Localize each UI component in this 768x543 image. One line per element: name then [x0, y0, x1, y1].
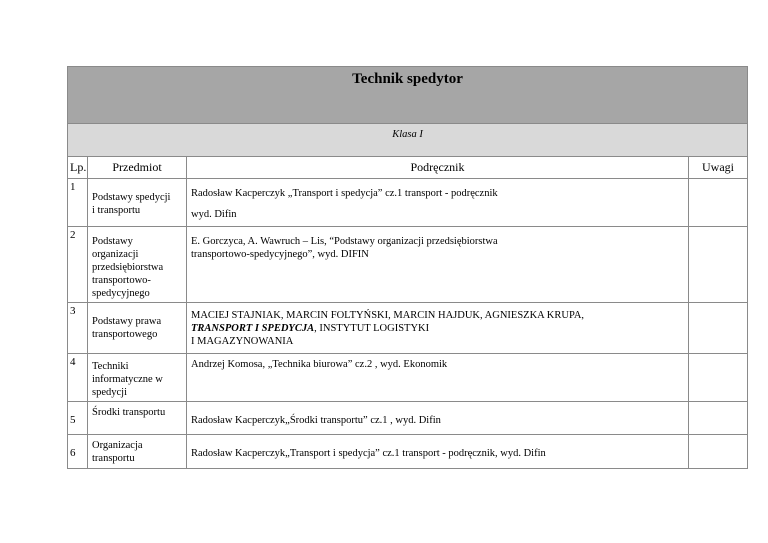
- row-number: 1: [67, 178, 88, 227]
- textbook-publisher: wyd. Difin: [191, 209, 237, 220]
- notes-cell: [687, 434, 749, 469]
- subject-cell: Techniki informatyczne w spedycji: [87, 353, 187, 402]
- subject-cell: Podstawy spedycji i transportu: [87, 178, 187, 227]
- table-row: 4 Techniki informatyczne w spedycji Andr…: [67, 353, 749, 402]
- table-row: 2 Podstawy organizacji przedsiębiorstwa …: [67, 226, 749, 303]
- table-row: 6 Organizacja transportu Radosław Kacper…: [67, 434, 749, 469]
- subject-cell: Podstawy prawa transportowego: [87, 302, 187, 354]
- header-row: Lp. Przedmiot Podręcznik Uwagi: [67, 156, 749, 179]
- table-row: 1 Podstawy spedycji i transportu Radosła…: [67, 178, 749, 227]
- row-number: 3: [67, 302, 88, 354]
- row-number: 2: [67, 226, 88, 303]
- notes-cell: [687, 178, 749, 227]
- textbook-text: Radosław Kacperczyk „Transport i spedycj…: [191, 188, 498, 199]
- textbook-title: TRANSPORT I SPEDYCJA: [191, 323, 315, 334]
- textbook-cell: MACIEJ STAJNIAK, MARCIN FOLTYŃSKI, MARCI…: [186, 302, 689, 354]
- textbook-cell: Radosław Kacperczyk„Środki transportu” c…: [186, 401, 689, 435]
- textbook-cell: Radosław Kacperczyk„Transport i spedycja…: [186, 434, 689, 469]
- table-row: 3 Podstawy prawa transportowego MACIEJ S…: [67, 302, 749, 354]
- header-subject: Przedmiot: [87, 156, 187, 179]
- row-number: 5: [67, 401, 88, 435]
- notes-cell: [687, 353, 749, 402]
- textbook-cell: Andrzej Komosa, „Technika biurowa” cz.2 …: [186, 353, 689, 402]
- table-title: Technik spedytor: [66, 66, 749, 124]
- header-textbook: Podręcznik: [186, 156, 689, 179]
- table-row: 5 Środki transportu Radosław Kacperczyk„…: [67, 401, 749, 435]
- row-number: 6: [67, 434, 88, 469]
- textbook-cell: E. Gorczyca, A. Wawruch – Lis, “Podstawy…: [186, 226, 689, 303]
- textbook-publisher: , INSTYTUT LOGISTYKI I MAGAZYNOWANIA: [191, 323, 430, 347]
- row-number: 4: [67, 353, 88, 402]
- header-notes: Uwagi: [687, 156, 749, 179]
- subject-cell: Środki transportu: [87, 401, 187, 435]
- class-label: Klasa I: [66, 123, 749, 157]
- textbook-authors: MACIEJ STAJNIAK, MARCIN FOLTYŃSKI, MARCI…: [191, 310, 585, 321]
- textbook-table: Technik spedytor Klasa I Lp. Przedmiot P…: [66, 66, 749, 469]
- notes-cell: [687, 226, 749, 303]
- header-lp: Lp.: [67, 156, 88, 179]
- notes-cell: [687, 401, 749, 435]
- subject-cell: Podstawy organizacji przedsiębiorstwa tr…: [87, 226, 187, 303]
- notes-cell: [687, 302, 749, 354]
- textbook-cell: Radosław Kacperczyk „Transport i spedycj…: [186, 178, 689, 227]
- subject-cell: Organizacja transportu: [87, 434, 187, 469]
